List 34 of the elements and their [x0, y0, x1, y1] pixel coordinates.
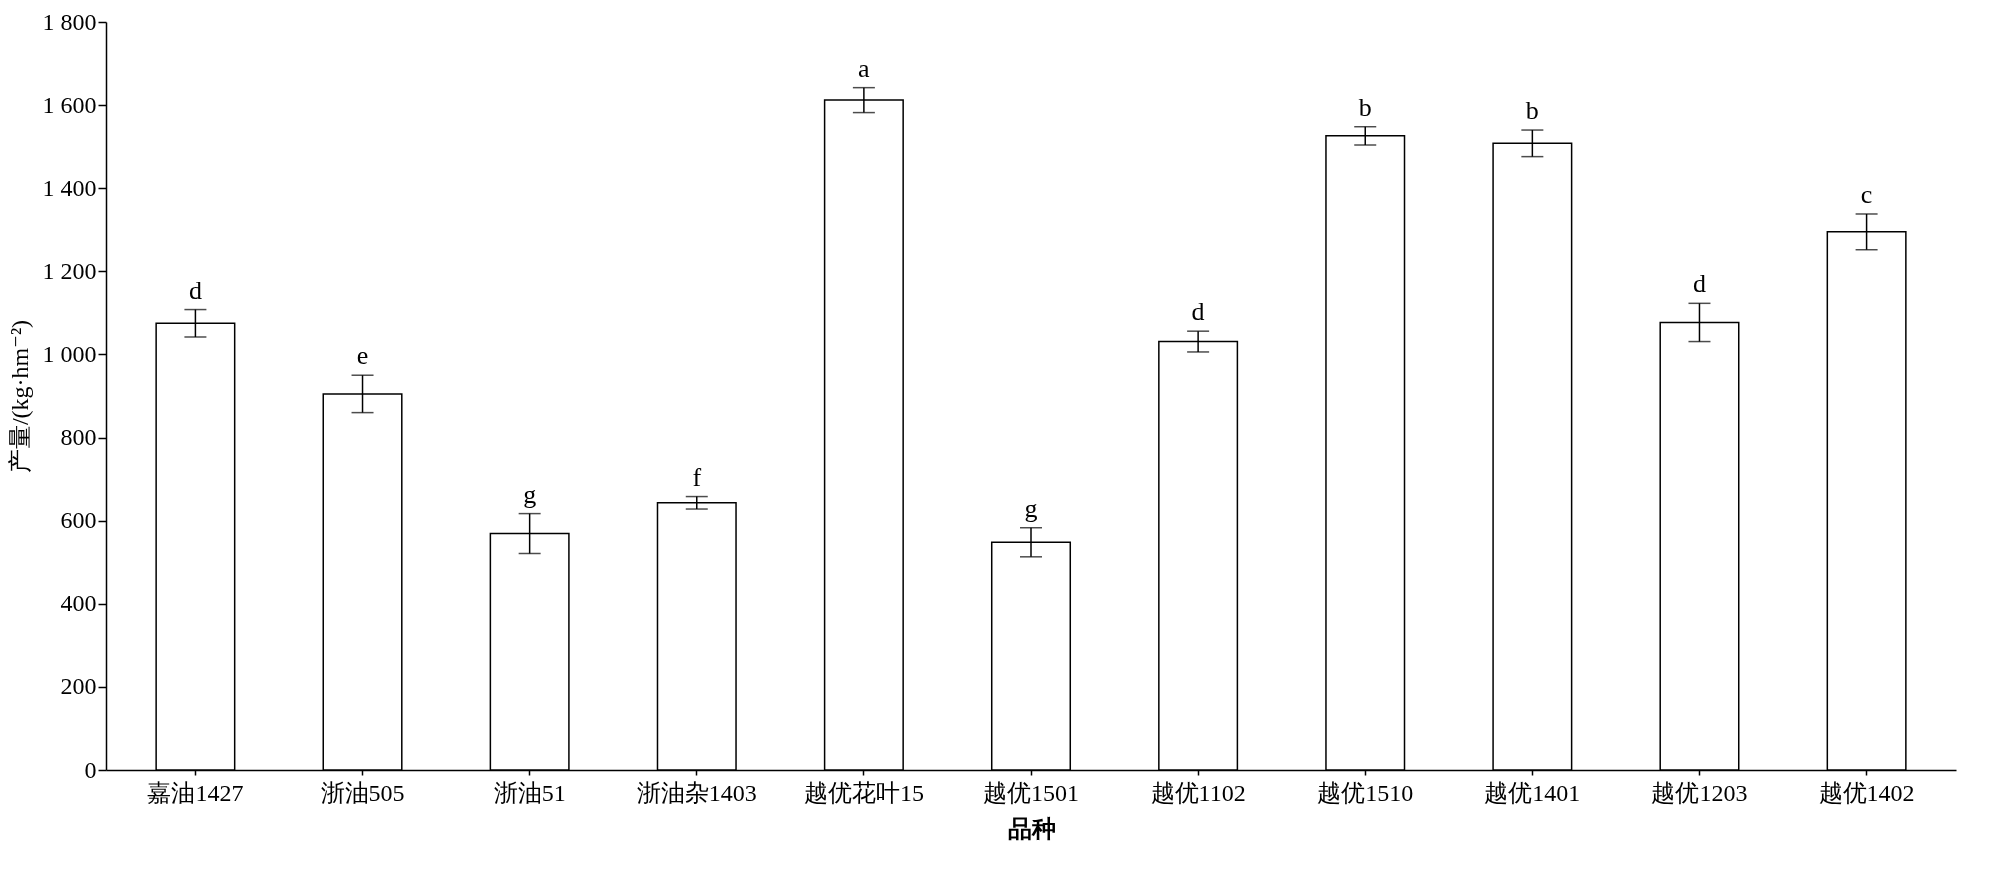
- x-tick-label: 越优1402: [1818, 779, 1915, 806]
- x-tick-label: 越优1102: [1150, 779, 1246, 806]
- x-tick-label: 越优1501: [983, 779, 1079, 806]
- y-axis-title: 产量/(kg·hm⁻²): [6, 319, 33, 474]
- y-tick-label: 200: [60, 673, 97, 700]
- annotation: c: [1860, 179, 1873, 209]
- annotation: g: [1024, 493, 1038, 523]
- annotation: g: [523, 479, 537, 509]
- annotation: b: [1358, 92, 1372, 122]
- x-tick-label: 越优1401: [1484, 779, 1581, 806]
- y-tick-label: 1 800: [42, 8, 97, 35]
- annotation: f: [692, 462, 702, 492]
- x-tick-label: 嘉油1427: [147, 779, 244, 806]
- y-tick-label: 1 400: [42, 174, 97, 201]
- annotation: e: [356, 341, 369, 371]
- annotation: b: [1525, 96, 1539, 126]
- annotation: d: [188, 275, 202, 305]
- annotation: a: [858, 53, 871, 83]
- x-axis-title: 品种: [1007, 815, 1056, 842]
- y-tick-label: 800: [60, 424, 97, 451]
- y-tick-label: 1 000: [42, 340, 97, 367]
- x-tick-label: 越优1510: [1317, 779, 1414, 806]
- y-tick-label: 400: [60, 590, 97, 617]
- x-tick-label: 越优1203: [1651, 779, 1748, 806]
- x-tick-label: 越优花叶15: [803, 779, 924, 806]
- x-tick-label: 浙油505: [320, 779, 405, 806]
- y-tick-label: 600: [60, 507, 97, 534]
- x-tick-label: 浙油51: [493, 779, 566, 806]
- y-tick-label: 1 600: [42, 91, 97, 118]
- y-tick-label: 0: [84, 756, 97, 783]
- annotation: d: [1191, 297, 1205, 327]
- annotation: d: [1692, 269, 1706, 299]
- y-tick-label: 1 200: [42, 257, 97, 284]
- x-tick-label: 浙油杂1403: [636, 779, 757, 806]
